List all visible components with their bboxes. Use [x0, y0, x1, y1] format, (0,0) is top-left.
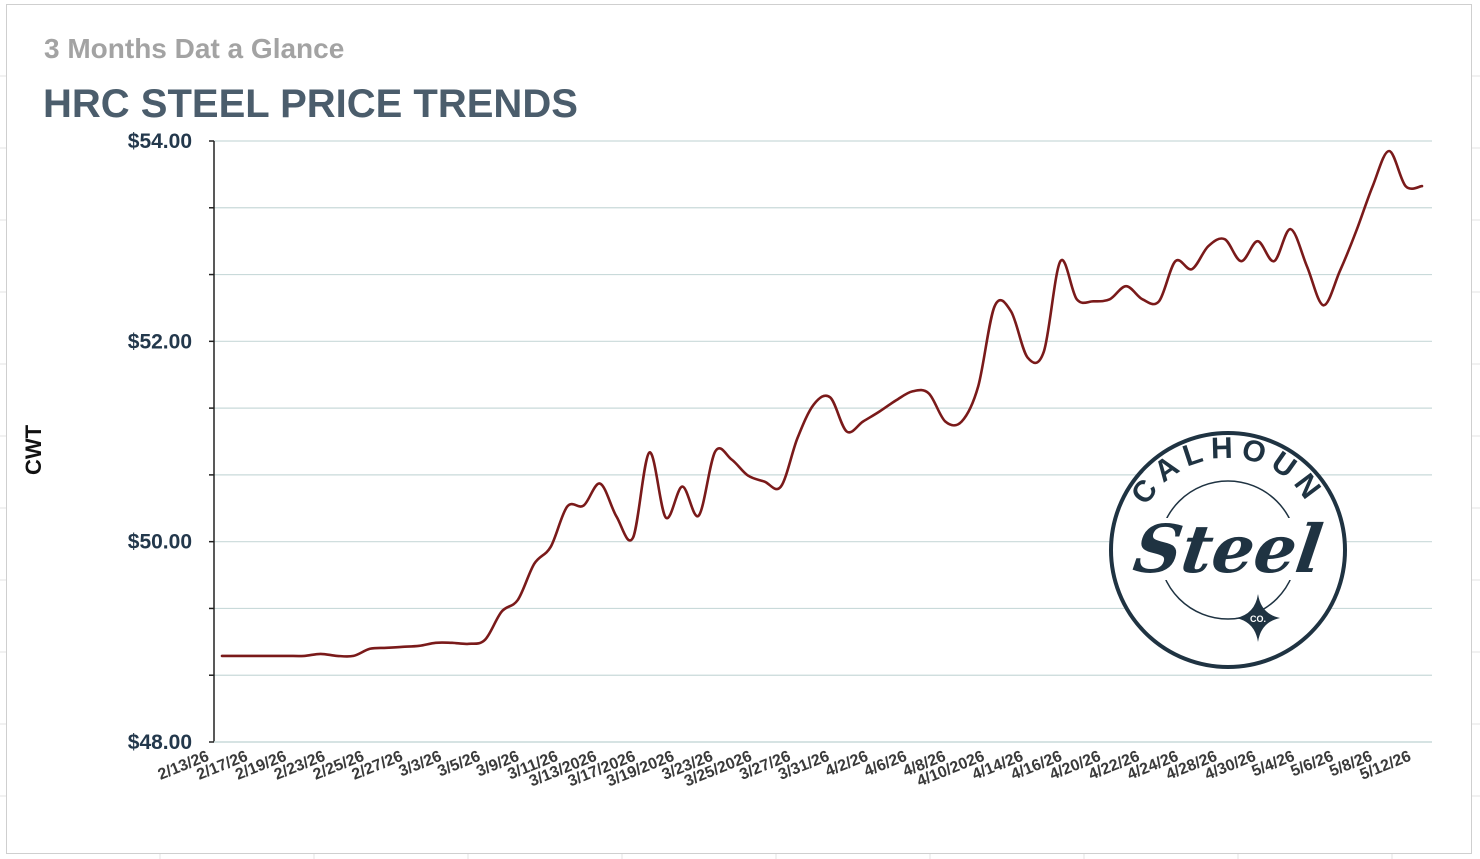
- x-tick-labels: 2/13/262/17/262/19/262/23/262/25/262/27/…: [156, 748, 1414, 790]
- y-tick-label: $48.00: [128, 731, 192, 754]
- price-series-line: [220, 149, 1424, 658]
- y-tick-labels: $48.00 $50.00 $52.00 $54.00: [128, 130, 192, 754]
- calhoun-steel-logo: CALHOUN Steel CO.: [1109, 431, 1347, 669]
- logo-small-text: CO.: [1250, 614, 1266, 624]
- chart-frame: [6, 4, 1472, 854]
- y-tick-label: $52.00: [128, 330, 192, 353]
- logo-script-backdrop: [1132, 518, 1324, 580]
- y-tick-label: $50.00: [128, 531, 192, 554]
- logo-script-text: Steel: [1129, 510, 1327, 588]
- chart-title: HRC STEEL PRICE TRENDS: [43, 82, 578, 126]
- axes: [209, 140, 1432, 743]
- chart-subtitle: 3 Months Dat a Glance: [44, 33, 345, 64]
- logo-star-icon: [1236, 594, 1280, 642]
- y-tick-label: $54.00: [128, 130, 192, 153]
